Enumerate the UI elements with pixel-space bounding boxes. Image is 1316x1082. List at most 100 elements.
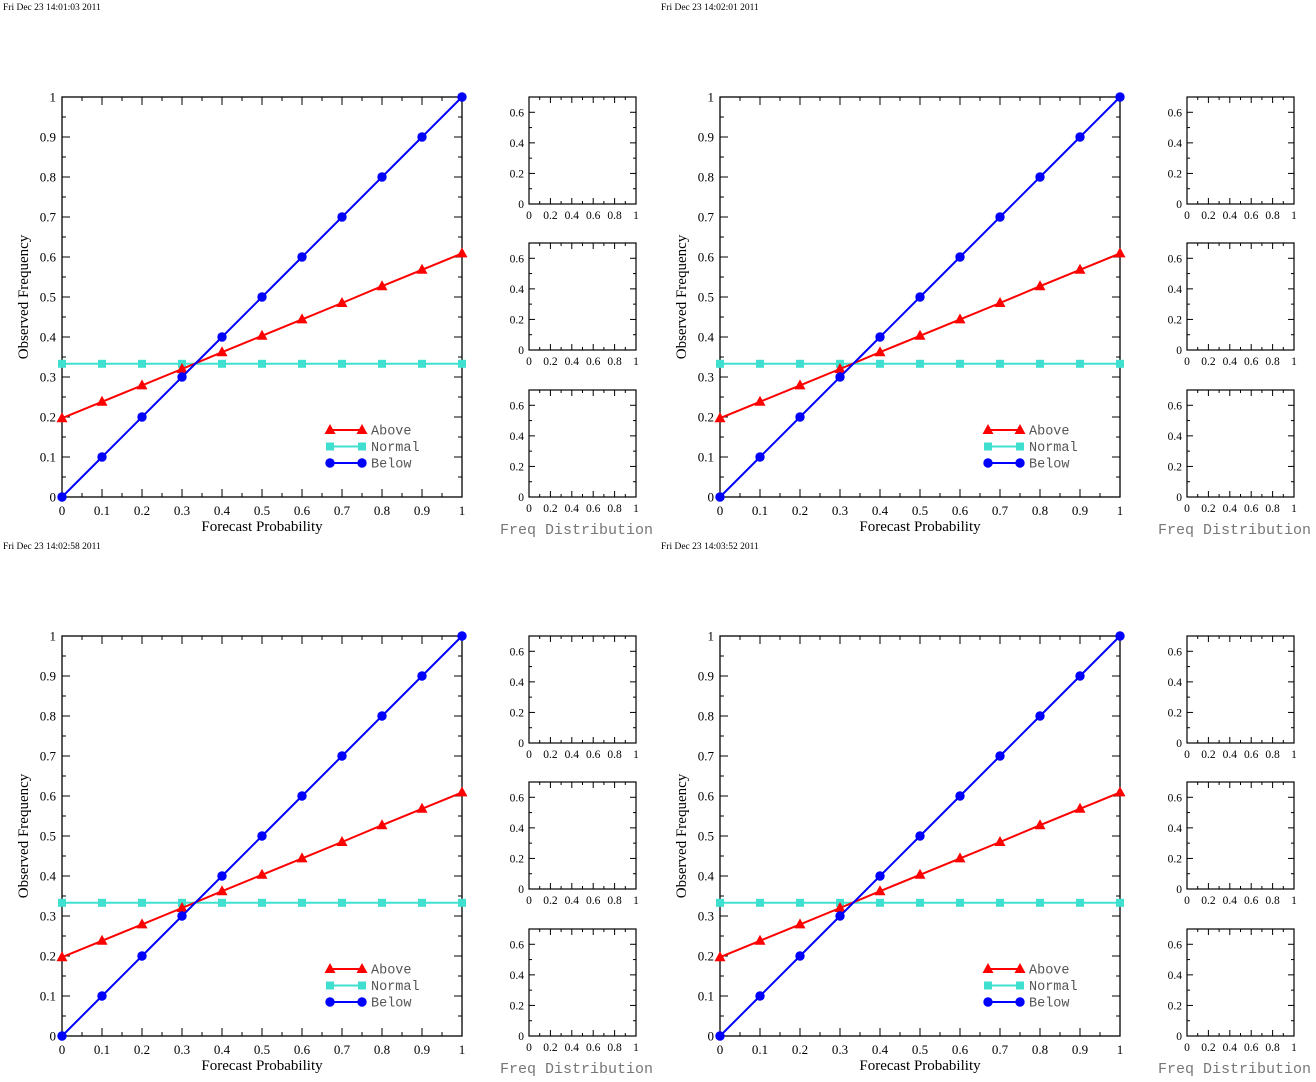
series-normal (58, 359, 466, 368)
y-axis-label: Observed Frequency (16, 234, 32, 359)
legend-label-above: Above (371, 964, 412, 979)
legend-marker-normal (1016, 442, 1024, 451)
x-tick-label: 0.6 (952, 1042, 969, 1057)
freq-distribution-panel-3: 0 0.2 0.4 0.6 0.8 1 0 0.2 0.4 0.6 (1168, 928, 1297, 1054)
legend-marker-above (982, 963, 994, 973)
data-point-normal (956, 359, 964, 368)
data-point-above (176, 363, 188, 373)
x-tick-label: 0.3 (832, 1042, 848, 1057)
freq-y-tick-label: 0 (1176, 199, 1182, 211)
data-point-normal (756, 359, 764, 368)
y-tick-label: 1 (708, 90, 715, 105)
data-point-above (136, 379, 148, 390)
freq-x-tick-label: 0.6 (586, 1042, 601, 1054)
data-point-below (297, 252, 307, 262)
freq-x-tick-label: 0.2 (543, 1042, 558, 1054)
y-tick-label: 1 (708, 629, 715, 644)
freq-distribution-panel-3: 0 0.2 0.4 0.6 0.8 1 0 0.2 0.4 0.6 (510, 928, 639, 1054)
data-point-below (457, 631, 467, 641)
data-point-below (995, 751, 1005, 761)
x-tick-label: 1 (459, 1042, 466, 1057)
series-normal (58, 898, 466, 907)
freq-y-tick-label: 0.4 (1168, 431, 1183, 443)
legend-marker-below (325, 997, 335, 1007)
y-tick-label: 0.9 (40, 669, 56, 684)
freq-x-tick-label: 0.8 (1265, 895, 1280, 907)
freq-x-tick-label: 0.8 (607, 503, 622, 515)
legend-item-normal: Normal (984, 980, 1078, 995)
data-point-above (874, 346, 886, 357)
x-tick-label: 0.2 (792, 503, 808, 518)
y-tick-label: 0.4 (698, 330, 715, 345)
data-point-normal (916, 359, 924, 368)
freq-x-tick-label: 0.8 (607, 210, 622, 222)
legend-item-normal: Normal (326, 441, 420, 456)
reliability-chart-1: Fri Dec 23 14:01:03 2011 0 0.1 0.2 0.3 0.4 0.5… (3, 3, 653, 539)
timestamp-label: Fri Dec 23 14:02:01 2011 (661, 3, 759, 13)
y-tick-label: 0.6 (698, 250, 715, 265)
legend-marker-above (356, 424, 368, 434)
x-axis-label: Forecast Probability (201, 519, 323, 535)
data-point-normal (1036, 359, 1044, 368)
freq-x-tick-label: 0.4 (565, 210, 580, 222)
reliability-chart-3: Fri Dec 23 14:02:58 2011 0 0.1 0.2 0.3 0.4 0.5… (3, 542, 653, 1078)
freq-x-tick-label: 1 (633, 210, 639, 222)
y-tick-label: 0.6 (40, 250, 57, 265)
legend-marker-normal (326, 981, 334, 990)
legend-label-normal: Normal (1029, 441, 1078, 456)
freq-panel-frame (1186, 96, 1295, 205)
freq-panel-frame (528, 389, 637, 498)
freq-y-tick-label: 0.4 (1168, 284, 1183, 296)
data-point-below (1035, 172, 1045, 182)
x-tick-label: 0.6 (294, 1042, 311, 1057)
data-point-normal (916, 898, 924, 907)
freq-y-tick-label: 0 (1176, 492, 1182, 504)
x-tick-label: 0.1 (94, 1042, 110, 1057)
freq-x-tick-label: 0.2 (543, 503, 558, 515)
data-point-normal (956, 898, 964, 907)
data-point-above (456, 786, 468, 797)
y-tick-label: 0 (708, 1029, 715, 1044)
data-point-above (256, 868, 268, 879)
freq-x-tick-label: 0.4 (565, 1042, 580, 1054)
data-point-above (794, 918, 806, 929)
freq-x-tick-label: 0.6 (586, 749, 601, 761)
data-point-below (217, 871, 227, 881)
freq-x-tick-label: 0.2 (543, 895, 558, 907)
freq-x-tick-label: 0.6 (1244, 1042, 1259, 1054)
freq-x-tick-label: 0 (1184, 1042, 1190, 1054)
freq-y-tick-label: 0 (1176, 1031, 1182, 1043)
data-point-above (216, 885, 228, 896)
y-tick-label: 0.6 (698, 789, 715, 804)
y-tick-label: 0.1 (40, 450, 56, 465)
freq-x-tick-label: 0 (526, 895, 532, 907)
x-tick-label: 0.5 (912, 503, 928, 518)
data-point-below (835, 372, 845, 382)
data-point-above (794, 379, 806, 390)
x-tick-label: 0.8 (374, 503, 390, 518)
data-point-below (417, 132, 427, 142)
freq-y-tick-label: 0 (518, 884, 524, 896)
legend-marker-normal (358, 442, 366, 451)
y-tick-label: 0.7 (40, 210, 57, 225)
legend-label-normal: Normal (371, 980, 420, 995)
data-point-below (257, 831, 267, 841)
data-point-below (217, 332, 227, 342)
data-point-above (954, 852, 966, 863)
x-tick-label: 0.8 (374, 1042, 390, 1057)
x-tick-label: 0.2 (134, 1042, 150, 1057)
x-tick-label: 0 (717, 503, 724, 518)
freq-y-tick-label: 0.6 (1168, 253, 1183, 265)
x-tick-label: 0.3 (174, 503, 190, 518)
legend-marker-above (324, 424, 336, 434)
data-point-normal (98, 898, 106, 907)
freq-y-tick-label: 0.4 (510, 970, 525, 982)
freq-y-tick-label: 0.4 (1168, 677, 1183, 689)
data-point-above (376, 280, 388, 291)
data-point-below (795, 951, 805, 961)
freq-x-tick-label: 0 (1184, 210, 1190, 222)
y-tick-label: 0.2 (40, 410, 56, 425)
legend-item-above: Above (324, 963, 412, 979)
freq-y-tick-label: 0 (1176, 345, 1182, 357)
freq-x-tick-label: 0.4 (1223, 749, 1238, 761)
